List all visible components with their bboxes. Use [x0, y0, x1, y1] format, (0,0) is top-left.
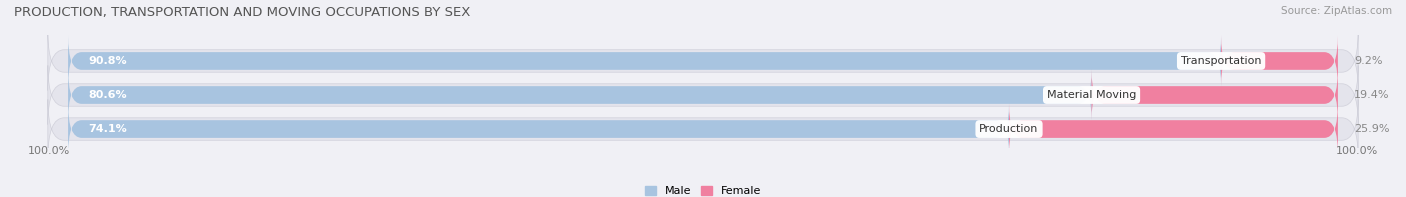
Text: Material Moving: Material Moving: [1047, 90, 1136, 100]
FancyBboxPatch shape: [67, 36, 1220, 86]
FancyBboxPatch shape: [48, 99, 1358, 159]
Text: 90.8%: 90.8%: [89, 56, 127, 66]
Text: 25.9%: 25.9%: [1354, 124, 1389, 134]
Text: Source: ZipAtlas.com: Source: ZipAtlas.com: [1281, 6, 1392, 16]
Text: 100.0%: 100.0%: [28, 146, 70, 156]
Text: 9.2%: 9.2%: [1354, 56, 1382, 66]
Text: PRODUCTION, TRANSPORTATION AND MOVING OCCUPATIONS BY SEX: PRODUCTION, TRANSPORTATION AND MOVING OC…: [14, 6, 471, 19]
FancyBboxPatch shape: [67, 104, 1010, 154]
Legend: Male, Female: Male, Female: [641, 181, 765, 197]
FancyBboxPatch shape: [67, 70, 1091, 120]
Text: 80.6%: 80.6%: [89, 90, 127, 100]
FancyBboxPatch shape: [1220, 36, 1339, 86]
FancyBboxPatch shape: [1091, 70, 1339, 120]
Text: 100.0%: 100.0%: [1336, 146, 1378, 156]
FancyBboxPatch shape: [1010, 104, 1339, 154]
Text: 19.4%: 19.4%: [1354, 90, 1389, 100]
Text: Transportation: Transportation: [1181, 56, 1261, 66]
FancyBboxPatch shape: [48, 65, 1358, 125]
Text: 74.1%: 74.1%: [89, 124, 127, 134]
Text: Production: Production: [980, 124, 1039, 134]
FancyBboxPatch shape: [48, 31, 1358, 91]
